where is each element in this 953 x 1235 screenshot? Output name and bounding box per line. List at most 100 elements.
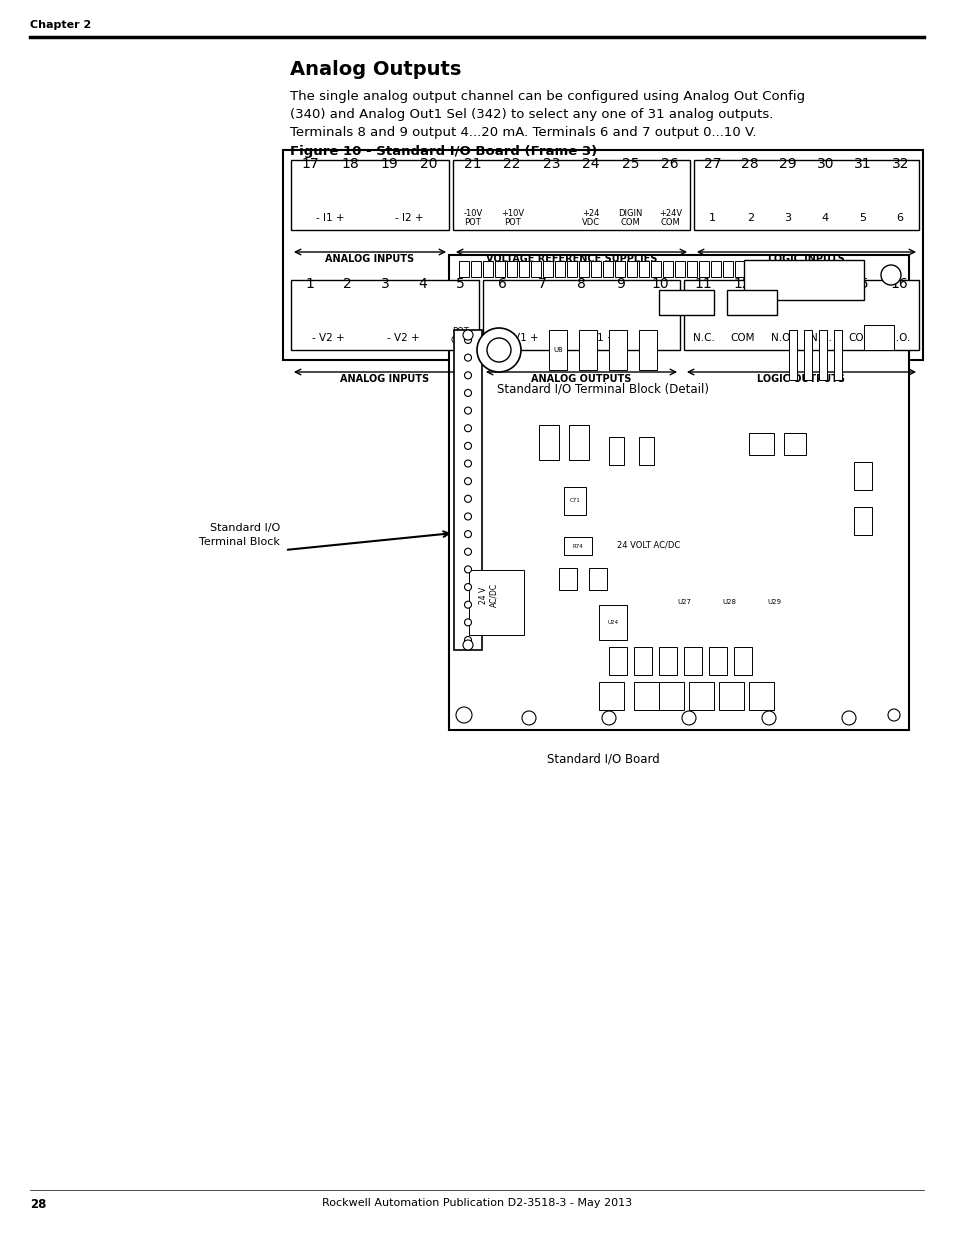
Bar — [615, 261, 624, 277]
Bar — [639, 437, 654, 466]
Text: N.O.: N.O. — [887, 333, 910, 343]
Circle shape — [464, 442, 471, 450]
Circle shape — [486, 338, 511, 362]
Text: - l2 +: - l2 + — [395, 212, 423, 224]
Circle shape — [464, 636, 471, 643]
Text: Terminals 8 and 9 output 4...20 mA. Terminals 6 and 7 output 0...10 V.: Terminals 8 and 9 output 4...20 mA. Term… — [290, 126, 756, 140]
Text: U29: U29 — [766, 599, 781, 605]
Text: ▾: ▾ — [661, 212, 666, 224]
Bar — [675, 261, 684, 277]
Bar — [566, 261, 577, 277]
Text: - V2 +: - V2 + — [312, 333, 345, 343]
Circle shape — [601, 711, 616, 725]
Bar — [563, 487, 585, 515]
Bar — [558, 568, 577, 590]
Text: 2: 2 — [746, 212, 753, 224]
Circle shape — [464, 513, 471, 520]
Bar — [608, 647, 626, 676]
Bar — [542, 261, 553, 277]
Text: 4: 4 — [821, 212, 828, 224]
Bar — [683, 280, 918, 350]
Text: COM: COM — [847, 333, 872, 343]
Circle shape — [521, 711, 536, 725]
Text: +24
VDC: +24 VDC — [581, 209, 599, 227]
Bar — [578, 330, 597, 370]
Bar — [746, 261, 757, 277]
Text: DIGIN
COM: DIGIN COM — [618, 209, 642, 227]
Text: 25: 25 — [621, 157, 639, 170]
Bar — [833, 330, 841, 380]
Text: Standard I/O
Terminal Block: Standard I/O Terminal Block — [199, 524, 280, 547]
Bar — [783, 433, 805, 454]
Bar — [853, 508, 871, 535]
Text: -10V
POT: -10V POT — [462, 209, 482, 227]
Text: Analog Outputs: Analog Outputs — [290, 61, 461, 79]
Bar — [710, 261, 720, 277]
Text: C71: C71 — [569, 499, 579, 504]
Circle shape — [476, 329, 520, 372]
Bar — [683, 647, 701, 676]
Text: 3: 3 — [783, 212, 790, 224]
Circle shape — [464, 584, 471, 590]
Bar — [759, 261, 768, 277]
Text: 6: 6 — [896, 212, 902, 224]
Text: 17: 17 — [301, 157, 319, 170]
Bar — [722, 261, 732, 277]
Bar — [659, 682, 683, 710]
Circle shape — [462, 640, 473, 650]
Text: 1: 1 — [708, 212, 716, 224]
Text: 26: 26 — [660, 157, 679, 170]
Bar — [531, 261, 540, 277]
Bar — [495, 261, 504, 277]
Text: N.O.: N.O. — [770, 333, 792, 343]
Text: Standard I/O Terminal Block (Detail): Standard I/O Terminal Block (Detail) — [497, 382, 708, 395]
Text: 9: 9 — [616, 277, 624, 291]
Bar — [608, 437, 623, 466]
Bar — [733, 647, 751, 676]
Bar — [659, 647, 677, 676]
Bar — [482, 280, 679, 350]
Bar — [699, 261, 708, 277]
Bar — [634, 647, 651, 676]
Bar — [748, 433, 773, 454]
Text: POT
COM: POT COM — [450, 327, 470, 345]
Bar — [788, 330, 796, 380]
Bar — [688, 682, 713, 710]
Text: 8: 8 — [577, 277, 585, 291]
Bar — [590, 261, 600, 277]
Circle shape — [464, 478, 471, 484]
Text: - V1 +: - V1 + — [505, 333, 538, 343]
Bar — [719, 682, 743, 710]
Text: 10: 10 — [651, 277, 668, 291]
Bar — [449, 254, 908, 730]
Text: U8: U8 — [553, 347, 562, 353]
Text: 11: 11 — [694, 277, 712, 291]
Text: - l1 +: - l1 + — [586, 333, 615, 343]
Text: 20: 20 — [420, 157, 437, 170]
Bar — [734, 261, 744, 277]
Text: - l1 +: - l1 + — [315, 212, 344, 224]
Text: 21: 21 — [463, 157, 481, 170]
Bar — [555, 261, 564, 277]
Text: Chapter 2: Chapter 2 — [30, 20, 91, 30]
Bar — [726, 290, 776, 315]
Text: Rockwell Automation Publication D2-3518-3 - May 2013: Rockwell Automation Publication D2-3518-… — [321, 1198, 632, 1208]
Text: N.C.: N.C. — [809, 333, 831, 343]
Text: +24V
COM: +24V COM — [658, 209, 681, 227]
Circle shape — [456, 706, 472, 722]
Text: ANALOG INPUTS: ANALOG INPUTS — [325, 254, 415, 264]
Circle shape — [464, 531, 471, 537]
Bar — [598, 605, 626, 640]
Bar — [469, 571, 523, 635]
Bar — [863, 325, 893, 350]
Text: 30: 30 — [816, 157, 833, 170]
Text: 22: 22 — [503, 157, 520, 170]
Circle shape — [681, 711, 696, 725]
Text: 16: 16 — [889, 277, 907, 291]
Bar — [291, 280, 478, 350]
Text: +10V
POT: +10V POT — [500, 209, 523, 227]
Bar — [471, 261, 480, 277]
Bar — [803, 330, 811, 380]
Bar — [818, 330, 826, 380]
Circle shape — [464, 548, 471, 556]
